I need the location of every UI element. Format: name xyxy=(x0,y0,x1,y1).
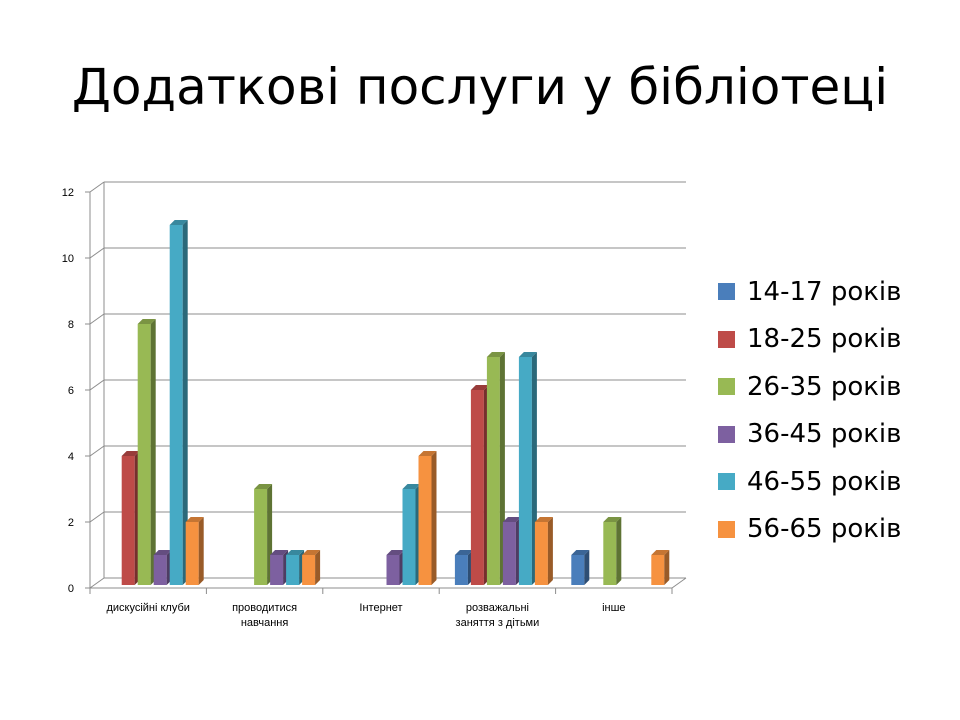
bar xyxy=(651,555,665,585)
gridline-depth xyxy=(89,511,105,523)
bar xyxy=(137,324,151,585)
bar-top xyxy=(121,451,140,456)
bar-top xyxy=(470,385,489,390)
x-axis-depth xyxy=(671,577,687,589)
chart-legend: 14-17 років 18-25 років 26-35 років 36-45 р… xyxy=(718,268,901,553)
legend-swatch xyxy=(718,473,735,491)
x-category-label: заняття з дітьми xyxy=(456,617,540,629)
bar-top xyxy=(418,451,437,456)
legend-label: 18-25 років xyxy=(747,324,902,355)
bar xyxy=(185,522,199,585)
bar-top xyxy=(302,550,321,555)
y-tick-label: 10 xyxy=(62,253,74,265)
bar-side xyxy=(664,550,670,585)
y-tick-label: 8 xyxy=(68,319,74,331)
legend-label: 36-45 років xyxy=(747,419,902,450)
x-category-label: навчання xyxy=(241,617,289,629)
y-tick-label: 6 xyxy=(68,385,74,397)
bar xyxy=(169,225,183,585)
legend-item: 26-35 років xyxy=(718,363,901,411)
gridline-depth xyxy=(89,379,105,391)
x-category-label: Інтернет xyxy=(359,602,402,614)
bar xyxy=(153,555,167,585)
bar xyxy=(470,390,484,585)
bar-top xyxy=(534,517,553,522)
bar-top xyxy=(603,517,622,522)
bar-side xyxy=(182,220,188,585)
bar xyxy=(518,357,532,585)
y-tick-label: 12 xyxy=(62,187,74,199)
bar xyxy=(534,522,548,585)
bar-top xyxy=(137,319,156,324)
legend-swatch xyxy=(718,520,735,538)
bar-side xyxy=(198,517,204,585)
gridline-depth xyxy=(89,445,105,457)
bar-side xyxy=(315,550,321,585)
gridline-depth xyxy=(89,577,105,589)
bar-top xyxy=(270,550,289,555)
bar xyxy=(121,456,135,585)
x-category-label: проводитися xyxy=(232,602,297,614)
bar-top xyxy=(153,550,172,555)
bar-top xyxy=(402,484,421,489)
bar xyxy=(571,555,585,585)
bar xyxy=(254,489,268,585)
legend-label: 14-17 років xyxy=(747,276,902,307)
legend-item: 36-45 років xyxy=(718,411,901,459)
legend-swatch xyxy=(718,378,735,396)
legend-swatch xyxy=(718,425,735,443)
legend-swatch xyxy=(718,330,735,348)
legend-item: 14-17 років xyxy=(718,268,901,316)
bar xyxy=(302,555,316,585)
bar-side xyxy=(584,550,590,585)
bar-top xyxy=(518,352,537,357)
bar xyxy=(286,555,300,585)
y-tick-label: 0 xyxy=(68,583,74,595)
bar-side xyxy=(150,319,156,585)
legend-label: 46-55 років xyxy=(747,466,902,497)
bar-top xyxy=(571,550,590,555)
bar-side xyxy=(547,517,553,585)
bar xyxy=(603,522,617,585)
gridline-depth xyxy=(89,313,105,325)
bar-top xyxy=(651,550,670,555)
bar xyxy=(418,456,432,585)
bar-side xyxy=(431,451,437,585)
y-tick-label: 2 xyxy=(68,517,74,529)
bar-top xyxy=(486,352,505,357)
legend-item: 18-25 років xyxy=(718,316,901,364)
y-tick-label: 4 xyxy=(68,451,74,463)
bar-top xyxy=(386,550,405,555)
page-title: Додаткові послуги у бібліотеці xyxy=(71,58,889,116)
gridline-depth xyxy=(89,247,105,259)
bar xyxy=(502,522,516,585)
legend-item: 56-65 років xyxy=(718,506,901,554)
bar xyxy=(454,555,468,585)
x-category-label: розважальні xyxy=(466,602,529,614)
bar xyxy=(270,555,284,585)
x-category-label: дискусійні клуби xyxy=(106,602,189,614)
legend-swatch xyxy=(718,283,735,301)
legend-label: 26-35 років xyxy=(747,371,902,402)
bar-top xyxy=(286,550,305,555)
legend-item: 46-55 років xyxy=(718,458,901,506)
bar-top xyxy=(502,517,521,522)
bar xyxy=(486,357,500,585)
gridline-depth xyxy=(89,181,105,193)
bar-side xyxy=(616,517,622,585)
x-category-label: інше xyxy=(602,602,625,614)
legend-label: 56-65 років xyxy=(747,514,902,545)
bar xyxy=(386,555,400,585)
bar-top xyxy=(454,550,473,555)
bar-top xyxy=(185,517,204,522)
bar-top xyxy=(254,484,273,489)
bar xyxy=(402,489,416,585)
bar-top xyxy=(169,220,188,225)
